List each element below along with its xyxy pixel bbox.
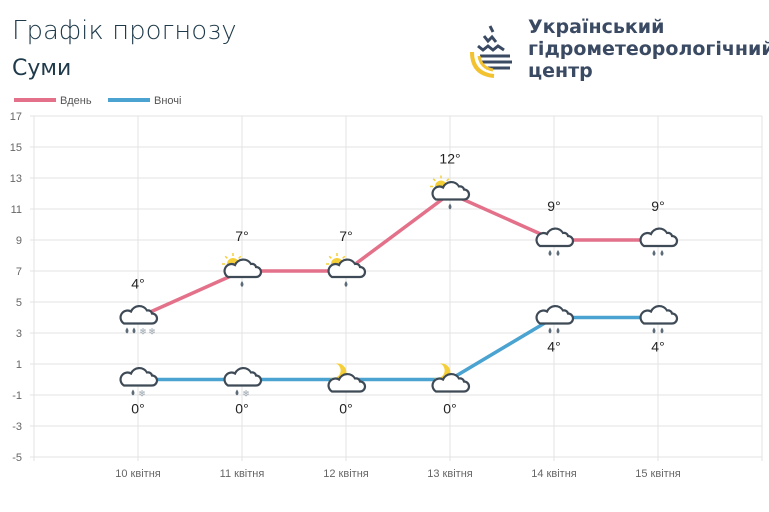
snowflake-icon: ❄	[138, 389, 146, 399]
cloud-icon	[639, 227, 679, 248]
data-label: 7°	[235, 228, 248, 244]
series-line-day	[137, 191, 658, 320]
data-label: 4°	[131, 276, 144, 292]
x-tick-label: 13 квітня	[427, 468, 473, 480]
cloud-rain-icon	[639, 227, 679, 256]
y-tick-label: 3	[16, 328, 22, 340]
raindrop-icon	[125, 327, 129, 334]
moon-cloud-icon	[327, 363, 367, 393]
y-tick-label: 15	[10, 142, 22, 154]
data-label: 7°	[339, 228, 352, 244]
y-tick-label: 9	[16, 235, 22, 247]
snowflake-icon: ❄	[148, 327, 156, 337]
sun-cloud-rain-icon	[222, 253, 263, 287]
y-tick-label: 7	[16, 266, 22, 278]
raindrop-icon	[556, 250, 560, 256]
y-tick-label: 17	[10, 111, 22, 123]
cloud-rain-snow-icon: ❄ ❄	[119, 305, 159, 337]
x-tick-label: 14 квітня	[531, 468, 577, 480]
y-tick-label: 11	[11, 204, 22, 216]
cloud-icon	[639, 305, 679, 325]
page-title: Графік прогнозу	[12, 16, 237, 46]
logo-line: Український	[528, 16, 665, 38]
cloud-rain-snow-light-icon: ❄	[223, 367, 263, 399]
ugmc-logo-icon	[470, 25, 512, 78]
snowflake-icon: ❄	[139, 327, 147, 337]
logo-text: Український гідрометеорологічний центр	[528, 16, 769, 82]
data-label: 0°	[443, 401, 456, 417]
x-tick-label: 11 квітня	[220, 468, 265, 480]
y-tick-label: 1	[16, 359, 22, 371]
raindrop-icon	[652, 250, 656, 256]
series-line-night	[138, 315, 658, 382]
raindrop-icon	[344, 281, 348, 287]
raindrop-icon	[132, 327, 136, 334]
sun-ray	[238, 255, 242, 259]
logo-line: центр	[528, 60, 593, 82]
y-tick-label: -3	[12, 421, 22, 433]
raindrop-icon	[131, 389, 135, 396]
sun-ray	[224, 255, 228, 259]
data-label: 0°	[235, 401, 248, 417]
sun-ray	[446, 178, 450, 182]
sun-ray	[432, 178, 436, 182]
x-tick-label: 12 квітня	[323, 468, 369, 480]
city-name: Суми	[12, 56, 72, 81]
sun-ray	[328, 255, 332, 259]
legend-swatch	[108, 98, 150, 102]
cloud-icon	[327, 373, 367, 393]
x-tick-label: 10 квітня	[115, 468, 161, 480]
data-label: 9°	[547, 198, 560, 214]
raindrop-icon	[235, 389, 239, 396]
cloud-rain-icon	[639, 305, 679, 334]
moon-cloud-icon	[431, 363, 471, 393]
y-tick-label: 5	[16, 297, 22, 309]
cloud-icon	[223, 258, 263, 279]
sun-ray	[342, 255, 346, 259]
raindrop-icon	[240, 281, 244, 287]
raindrop-icon	[660, 250, 664, 256]
data-label: 9°	[651, 198, 664, 214]
raindrop-icon	[548, 250, 552, 256]
cloud-icon	[431, 373, 471, 393]
raindrop-icon	[652, 327, 656, 334]
y-tick-label: -5	[12, 452, 22, 464]
y-tick-label: -1	[12, 390, 22, 402]
legend-label: Вночі	[154, 95, 181, 107]
cloud-rain-icon	[535, 305, 575, 334]
raindrop-icon	[556, 327, 560, 334]
data-label: 4°	[547, 339, 560, 355]
data-label: 0°	[131, 401, 144, 417]
cloud-icon	[119, 367, 159, 387]
data-label: 12°	[439, 151, 460, 167]
logo-line: гідрометеорологічний	[528, 38, 769, 60]
legend-label: Вдень	[60, 95, 92, 107]
raindrop-icon	[448, 203, 452, 210]
cloud-rain-icon	[535, 227, 575, 256]
cloud-icon	[223, 367, 263, 387]
y-tick-label: 13	[10, 173, 22, 185]
x-tick-label: 15 квітня	[635, 468, 681, 480]
snowflake-icon: ❄	[242, 389, 250, 399]
cloud-icon	[119, 305, 159, 325]
sun-cloud-rain-icon	[430, 175, 471, 210]
cloud-icon	[327, 258, 367, 279]
raindrop-icon	[548, 327, 552, 334]
cloud-icon	[535, 227, 575, 248]
data-label: 0°	[339, 401, 352, 417]
raindrop-icon	[660, 327, 664, 334]
cloud-icon	[431, 181, 471, 201]
cloud-rain-snow-light-icon: ❄	[119, 367, 159, 399]
cloud-icon	[535, 305, 575, 325]
legend-swatch	[14, 98, 56, 102]
data-label: 4°	[651, 339, 664, 355]
sun-cloud-rain-icon	[326, 253, 367, 287]
